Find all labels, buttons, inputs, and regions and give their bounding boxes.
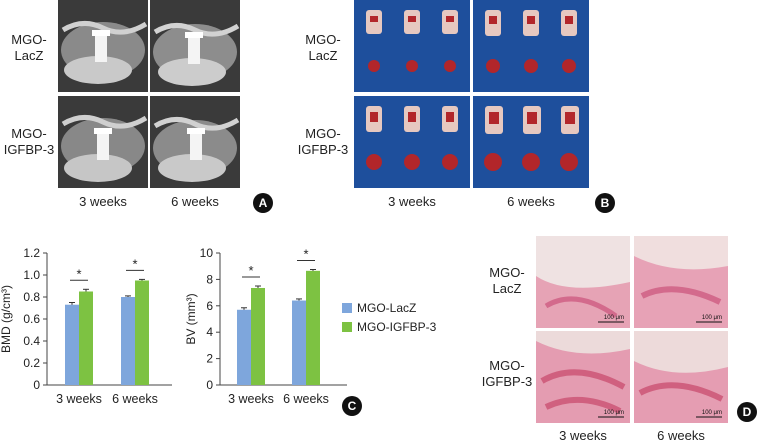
y-tick-label: 0 xyxy=(33,378,40,392)
x-tick-label: 3 weeks xyxy=(228,392,274,406)
bmd-bar-chart: BMD (g/cm³) 0 0.2 0.4 0.6 0.8 1.0 1.2 * 3 weeks * 6… xyxy=(0,246,172,406)
y-tick-label: 2 xyxy=(206,352,213,366)
microct-image-lacz-3w xyxy=(58,0,148,92)
microct-image-lacz-6w xyxy=(150,0,240,92)
panel-b-badge: B xyxy=(595,193,615,213)
scale-bar-label: 100 μm xyxy=(603,315,624,321)
panel-a-row-label-igfbp3: MGO- IGFBP-3 xyxy=(3,126,55,157)
bar xyxy=(65,304,79,385)
panel-b-col-label-3w: 3 weeks xyxy=(388,194,436,209)
y-tick-label: 10 xyxy=(200,246,214,260)
x-tick-label: 3 weeks xyxy=(56,392,102,406)
panel-a-row-label-lacz: MGO- LacZ xyxy=(11,32,47,63)
y-tick-label: 8 xyxy=(206,272,213,286)
significance-star: * xyxy=(303,247,308,262)
x-tick-label: 6 weeks xyxy=(112,392,158,406)
bar xyxy=(306,270,320,385)
y-tick-label: 0.6 xyxy=(23,312,40,326)
bar xyxy=(135,280,149,385)
significance-star: * xyxy=(248,263,253,278)
panel-d-row-label-lacz: MGO- LacZ xyxy=(489,265,525,296)
scale-bar-label: 100 μm xyxy=(603,410,624,416)
panel-d-row-label-igfbp3: MGO- IGFBP-3 xyxy=(481,358,533,389)
panel-b-row-label-igfbp3: MGO- IGFBP-3 xyxy=(297,126,349,157)
bv-bar-chart: BV (mm³) 0 2 4 6 8 10 * 3 weeks * 6 weeks MGO-LacZ M… xyxy=(184,246,437,406)
reconstruction-image-igfbp3-3w xyxy=(354,96,470,188)
scale-bar-label: 100 μm xyxy=(701,315,722,321)
microct-image-igfbp3-6w xyxy=(150,96,240,188)
panel-d-col-label-6w: 6 weeks xyxy=(657,428,705,443)
y-axis-label: BMD (g/cm³) xyxy=(0,285,13,353)
legend-swatch xyxy=(342,322,352,332)
y-tick-label: 6 xyxy=(206,299,213,313)
y-tick-label: 0.4 xyxy=(23,334,40,348)
y-tick-label: 0.8 xyxy=(23,290,40,304)
y-tick-label: 4 xyxy=(206,325,213,339)
reconstruction-image-lacz-3w xyxy=(354,0,470,92)
reconstruction-image-igfbp3-6w xyxy=(473,96,589,188)
legend-swatch xyxy=(342,303,352,313)
scale-bar-label: 100 μm xyxy=(701,410,722,416)
bar xyxy=(237,309,251,385)
bar xyxy=(292,300,306,385)
panel-a-badge: A xyxy=(253,193,273,213)
significance-star: * xyxy=(76,266,81,281)
panel-a-col-label-3w: 3 weeks xyxy=(79,194,127,209)
x-tick-label: 6 weeks xyxy=(283,392,329,406)
bar xyxy=(79,291,93,385)
histology-image-lacz-6w: 100 μm xyxy=(634,236,728,328)
y-axis-label: BV (mm³) xyxy=(184,293,198,344)
panel-c-badge: C xyxy=(342,396,362,416)
panel-b-col-label-6w: 6 weeks xyxy=(507,194,555,209)
panel-d-col-label-3w: 3 weeks xyxy=(559,428,607,443)
legend-label: MGO-LacZ xyxy=(357,301,416,315)
histology-image-igfbp3-6w: 100 μm xyxy=(634,331,728,423)
histology-image-lacz-3w: 100 μm xyxy=(536,236,630,328)
microct-image-igfbp3-3w xyxy=(58,96,148,188)
y-tick-label: 1.2 xyxy=(23,246,40,260)
y-tick-label: 1.0 xyxy=(23,268,40,282)
panel-b-row-label-lacz: MGO- LacZ xyxy=(305,32,341,63)
significance-star: * xyxy=(132,256,137,271)
legend-label: MGO-IGFBP-3 xyxy=(357,320,437,334)
reconstruction-image-lacz-6w xyxy=(473,0,589,92)
panel-d-badge: D xyxy=(737,402,757,422)
bar xyxy=(121,297,135,385)
histology-image-igfbp3-3w: 100 μm xyxy=(536,331,630,423)
y-tick-label: 0 xyxy=(206,378,213,392)
y-tick-label: 0.2 xyxy=(23,356,40,370)
bar xyxy=(251,287,265,385)
panel-a-col-label-6w: 6 weeks xyxy=(171,194,219,209)
